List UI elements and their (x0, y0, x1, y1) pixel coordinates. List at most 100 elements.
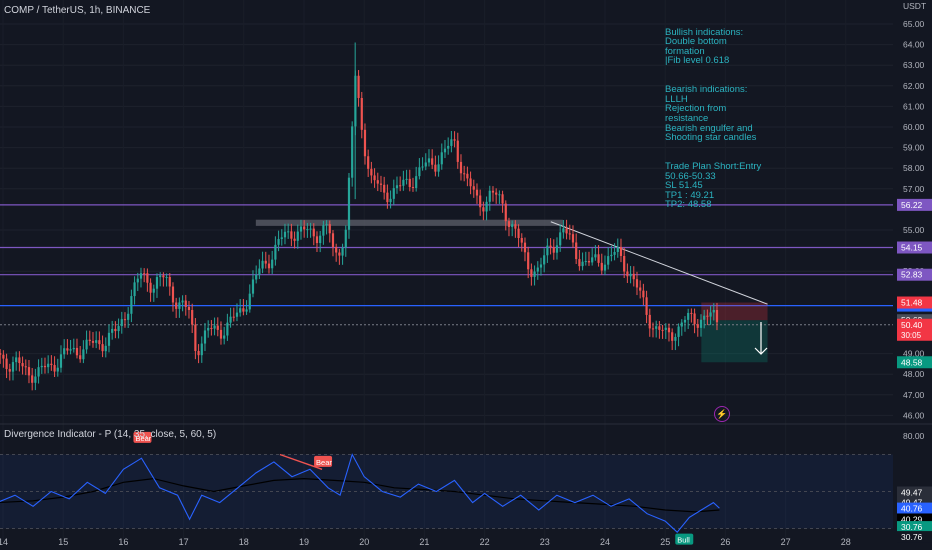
candle-body (472, 186, 475, 190)
candle-body (373, 175, 376, 181)
level-tag-label: 56.22 (901, 200, 923, 210)
candle-body (709, 312, 712, 317)
candle-body (523, 242, 527, 253)
candle-body (466, 173, 469, 179)
divergence-label-box (675, 533, 694, 545)
candle-body (165, 277, 168, 279)
candle-body (8, 369, 11, 372)
candle-body (223, 335, 226, 339)
candle-body (408, 178, 411, 188)
candle-body (181, 300, 184, 303)
candle-body (597, 254, 600, 263)
signal-line (0, 477, 720, 513)
currency-label: USDT (903, 1, 926, 11)
candle-body (229, 316, 232, 323)
candle-body (53, 365, 56, 372)
candle-body (533, 271, 536, 277)
candle-body (514, 224, 517, 229)
time-tick: 28 (841, 537, 851, 547)
candle-body (66, 348, 69, 351)
target-zone (701, 320, 768, 363)
candle-body (328, 224, 331, 234)
candle-body (527, 252, 530, 270)
candle-body (363, 129, 367, 157)
candle-body (431, 158, 434, 165)
price-tag-label: 48.58 (901, 357, 923, 367)
candle-body (536, 267, 539, 272)
lightning-icon[interactable]: ⚡ (714, 406, 730, 422)
resistance-zone (255, 219, 563, 226)
osc-value-tag (897, 513, 932, 525)
candle-body (155, 277, 159, 289)
candle-body (258, 268, 261, 275)
candle-body (539, 264, 543, 268)
price-tag (897, 356, 932, 369)
candle-body (453, 139, 456, 141)
candle-body (293, 238, 296, 241)
candle-body (568, 233, 571, 235)
osc-value-label: 49.47 (901, 497, 923, 507)
candles (0, 42, 719, 391)
candle-body (632, 273, 635, 280)
indicator-title[interactable]: Divergence Indicator - P (14, 35, close,… (4, 429, 217, 440)
bearish-notes: Bearish indications: LLLH Rejection from… (665, 84, 757, 144)
candle-body (159, 275, 162, 278)
candle-body (517, 228, 520, 239)
bullish-notes: Bullish indications: Double bottom forma… (665, 26, 744, 67)
candle-body (418, 167, 421, 177)
candle-body (479, 195, 482, 208)
candle-body (27, 367, 31, 376)
candle-body (47, 363, 50, 368)
candle-body (207, 327, 210, 331)
candle-body (475, 189, 479, 196)
candle-body (671, 332, 674, 341)
candle-body (607, 256, 610, 265)
time-tick: 14 (0, 537, 8, 547)
candle-body (482, 207, 485, 212)
symbol-title[interactable]: COMP / TetherUS, 1h, BINANCE (4, 5, 151, 16)
candle-body (655, 326, 658, 329)
analysis-notes: Bullish indications: Double bottom forma… (665, 18, 865, 229)
candle-body (139, 273, 143, 279)
candle-body (11, 362, 15, 372)
candle-body (501, 194, 504, 204)
candle-body (511, 224, 514, 227)
candle-body (690, 312, 693, 314)
candle-body (370, 168, 373, 176)
candle-body (24, 366, 27, 368)
price-tick: 62.00 (903, 81, 925, 91)
candle-body (152, 288, 155, 293)
candle-body (271, 259, 274, 269)
candle-body (168, 277, 171, 287)
candle-body (411, 187, 415, 189)
candle-body (114, 328, 117, 332)
candle-body (331, 233, 335, 247)
level-tag (897, 241, 932, 254)
candle-body (248, 293, 251, 310)
price-tick: 63.00 (903, 60, 925, 70)
time-tick: 19 (299, 537, 309, 547)
candle-body (687, 312, 690, 320)
candle-body (549, 245, 552, 248)
candle-body (85, 339, 88, 350)
candle-body (239, 308, 242, 313)
candle-body (287, 231, 290, 233)
candle-body (226, 322, 229, 336)
price-tick: 60.00 (903, 122, 925, 132)
candle-body (616, 247, 619, 252)
candle-body (325, 224, 328, 226)
candle-body (603, 264, 607, 271)
osc-value-tag (897, 502, 932, 514)
candle-body (712, 310, 715, 313)
candle-body (283, 231, 287, 238)
price-tick: 65.00 (903, 19, 925, 29)
candle-body (15, 357, 18, 363)
price-tick: 49.00 (903, 349, 925, 359)
candle-body (565, 228, 568, 234)
candle-body (312, 228, 315, 237)
candle-body (319, 235, 322, 244)
candle-body (456, 140, 459, 162)
stop-zone (701, 302, 768, 321)
candle-body (72, 347, 75, 350)
